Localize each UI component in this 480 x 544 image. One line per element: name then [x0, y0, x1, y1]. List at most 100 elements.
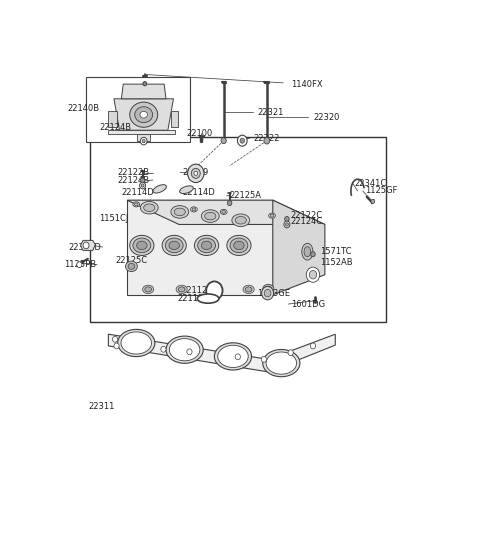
Ellipse shape [212, 287, 218, 292]
Text: 1601DG: 1601DG [290, 300, 325, 308]
Text: 22113A: 22113A [177, 294, 209, 302]
Polygon shape [108, 130, 175, 134]
Circle shape [264, 137, 270, 144]
Ellipse shape [227, 236, 251, 256]
Text: 22341D: 22341D [68, 243, 101, 251]
Ellipse shape [302, 243, 313, 260]
Circle shape [140, 137, 147, 145]
Circle shape [161, 347, 166, 352]
Text: 22112A: 22112A [181, 286, 213, 295]
Circle shape [77, 262, 82, 268]
Ellipse shape [171, 206, 189, 218]
Circle shape [206, 281, 223, 300]
Ellipse shape [134, 203, 138, 206]
Bar [86, 77, 190, 141]
Text: 22129: 22129 [183, 168, 209, 177]
Ellipse shape [269, 213, 276, 218]
Ellipse shape [118, 329, 155, 357]
Ellipse shape [232, 214, 250, 226]
Text: 22321: 22321 [257, 108, 284, 117]
Ellipse shape [230, 238, 248, 253]
Ellipse shape [162, 236, 186, 256]
Text: 22100: 22100 [186, 128, 213, 138]
Text: 22125C: 22125C [115, 256, 147, 265]
Bar [90, 137, 385, 322]
Ellipse shape [130, 102, 157, 127]
Ellipse shape [245, 287, 252, 292]
Ellipse shape [202, 241, 212, 250]
Polygon shape [127, 200, 273, 295]
Text: 22124B: 22124B [118, 176, 150, 184]
Polygon shape [81, 240, 96, 250]
Circle shape [264, 289, 271, 297]
Ellipse shape [145, 287, 152, 292]
Ellipse shape [133, 238, 151, 253]
Text: 1125GF: 1125GF [365, 187, 397, 195]
Text: 22341C: 22341C [355, 179, 387, 188]
Text: 22124B: 22124B [99, 123, 131, 132]
Ellipse shape [178, 287, 185, 292]
Ellipse shape [140, 112, 147, 118]
Ellipse shape [125, 261, 137, 271]
Polygon shape [121, 84, 166, 99]
Ellipse shape [243, 285, 254, 294]
Text: 1151CJ: 1151CJ [99, 214, 129, 223]
Circle shape [140, 182, 145, 189]
Circle shape [228, 201, 232, 206]
Circle shape [142, 139, 145, 143]
Ellipse shape [169, 338, 200, 361]
Ellipse shape [263, 349, 300, 376]
Ellipse shape [144, 204, 155, 212]
Text: 22311: 22311 [88, 402, 114, 411]
Circle shape [311, 252, 315, 257]
Polygon shape [171, 110, 178, 127]
Text: 22322: 22322 [253, 134, 280, 143]
Text: 1140FX: 1140FX [290, 79, 322, 89]
Circle shape [221, 138, 226, 144]
Ellipse shape [140, 201, 158, 214]
Ellipse shape [165, 238, 183, 253]
Ellipse shape [202, 210, 219, 222]
Circle shape [240, 138, 244, 143]
Text: 1152AB: 1152AB [320, 258, 352, 267]
Ellipse shape [121, 332, 152, 354]
Ellipse shape [215, 343, 252, 370]
Circle shape [192, 168, 200, 178]
Text: 22140B: 22140B [67, 104, 99, 113]
Ellipse shape [265, 286, 272, 292]
Circle shape [187, 349, 192, 355]
Ellipse shape [192, 208, 196, 211]
Ellipse shape [218, 345, 248, 368]
Text: 22122B: 22122B [118, 168, 150, 177]
Circle shape [188, 164, 204, 183]
Polygon shape [137, 134, 150, 141]
Ellipse shape [198, 238, 216, 253]
Circle shape [288, 350, 293, 356]
Ellipse shape [234, 241, 244, 250]
Ellipse shape [235, 217, 246, 224]
Ellipse shape [210, 285, 221, 294]
Polygon shape [127, 200, 325, 225]
Text: 1123PB: 1123PB [64, 260, 96, 269]
Circle shape [285, 217, 289, 221]
Text: 1573GE: 1573GE [257, 289, 290, 299]
Text: 22114D: 22114D [183, 188, 216, 197]
Text: 1571TC: 1571TC [320, 247, 351, 256]
Circle shape [194, 171, 198, 176]
Polygon shape [108, 334, 335, 372]
Circle shape [83, 242, 89, 249]
Polygon shape [114, 99, 173, 130]
Circle shape [143, 82, 147, 86]
Ellipse shape [191, 207, 197, 212]
Circle shape [141, 184, 144, 187]
Ellipse shape [194, 236, 219, 256]
Text: 22122C: 22122C [290, 211, 323, 220]
Ellipse shape [137, 241, 147, 250]
Ellipse shape [143, 285, 154, 294]
Circle shape [140, 178, 145, 183]
Text: 22124C: 22124C [290, 218, 323, 226]
Ellipse shape [128, 263, 135, 269]
Ellipse shape [130, 236, 154, 256]
Ellipse shape [174, 208, 185, 215]
Circle shape [309, 270, 317, 279]
